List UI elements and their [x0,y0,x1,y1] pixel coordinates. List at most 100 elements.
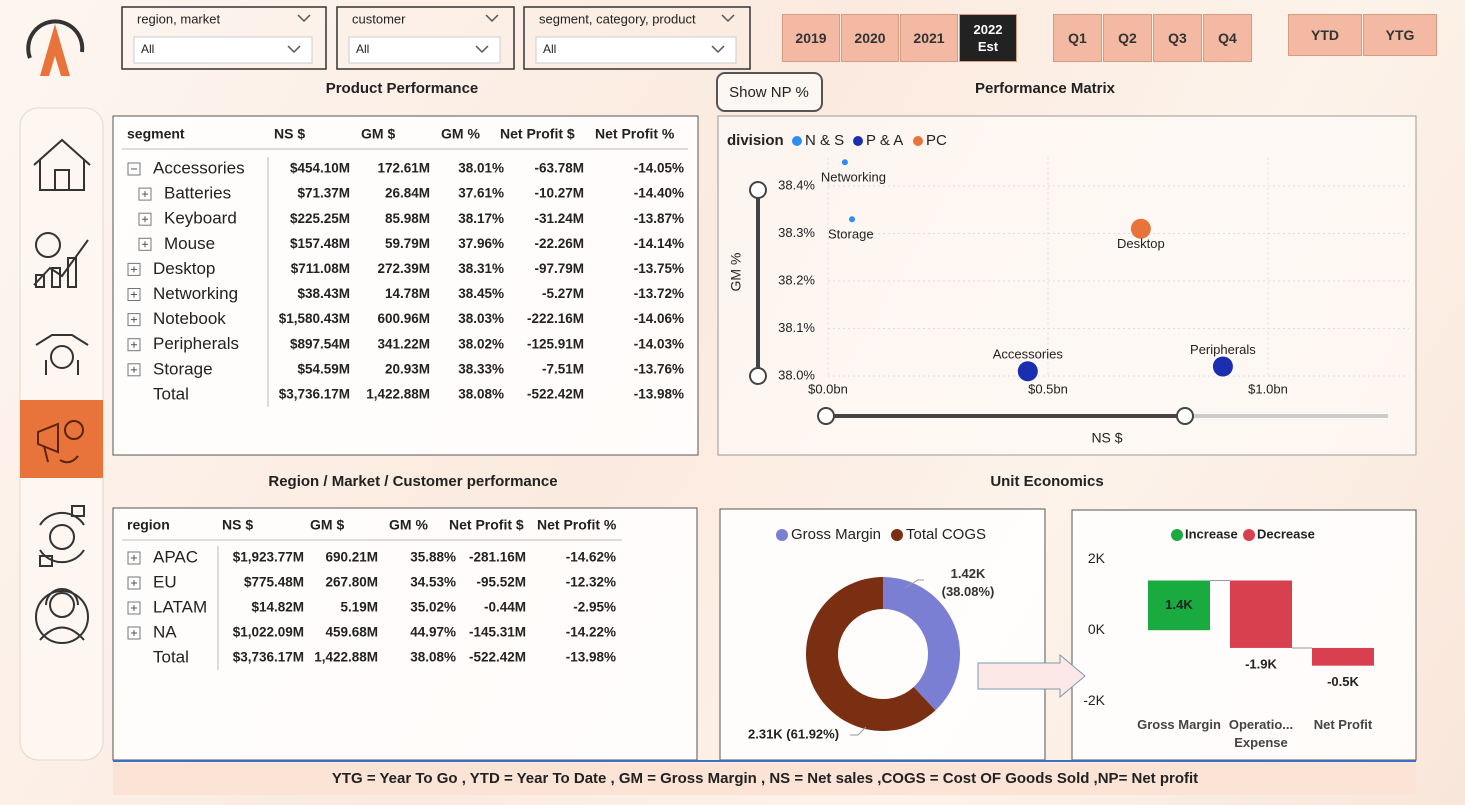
sidebar-active [20,400,103,478]
row-label: NA [153,622,177,641]
legend-label: Total COGS [906,526,986,543]
row-label: Accessories [153,158,245,177]
data-label: 1.42K (38.08%) [941,566,995,599]
cell: 272.39M [377,261,430,276]
y-slider[interactable] [749,181,767,385]
cell: 20.93M [385,361,430,376]
cell: 38.33% [458,361,504,376]
period-button[interactable]: 2022 Est [959,14,1017,62]
dropdown[interactable] [348,36,501,64]
data-label: -0.5K [1327,674,1359,689]
chevron[interactable] [297,14,311,23]
dropdown[interactable] [133,36,313,64]
support-icon[interactable] [35,588,89,644]
cell: $775.48M [244,575,304,590]
chevron[interactable] [287,45,301,54]
cell: 38.02% [458,336,504,351]
period-button[interactable]: Q2 [1103,14,1152,62]
logo [26,19,85,76]
footer-text: YTG = Year To Go , YTD = Year To Date , … [332,770,1198,787]
column-header: NS $ [274,126,305,142]
row-label: Mouse [164,234,215,253]
column-header: NS $ [222,517,253,533]
x-slider[interactable] [817,407,1388,425]
row-label: Batteries [164,184,231,203]
dropdown-value: All [356,42,369,56]
product-panel [112,115,699,456]
cell: $157.48M [290,236,350,251]
cell: $3,736.17M [233,650,304,665]
cell: 38.31% [458,261,504,276]
cell: 85.98M [385,211,430,226]
legend-label: P & A [866,132,903,149]
show-np-button[interactable] [716,72,823,112]
dropdown-value: All [141,42,154,56]
period-button[interactable]: Q1 [1053,14,1102,62]
cell: -14.22% [566,625,616,640]
period-button[interactable]: YTD [1288,14,1362,56]
column-header: Net Profit $ [500,126,575,142]
cell: -522.42M [527,386,584,401]
period-button[interactable]: Q3 [1153,14,1202,62]
chevron[interactable] [485,14,499,23]
cell: 5.19M [340,600,378,615]
chevron[interactable] [475,45,489,54]
cell: $54.59M [297,361,350,376]
cell: $897.54M [290,336,350,351]
leader-line [850,726,867,736]
cell: -14.40% [634,186,684,201]
y-tick-label: -2K [1083,692,1105,708]
period-button[interactable]: 2021 [900,14,958,62]
column-header: Net Profit $ [449,517,524,533]
point-label: Peripherals [1190,342,1256,357]
cell: 44.97% [410,625,456,640]
cell: $1,923.77M [233,550,304,565]
y-tick-label: 38.4% [778,177,815,192]
chevron[interactable] [721,14,735,23]
marketing-icon[interactable] [37,420,84,464]
row-label: Peripherals [153,334,239,353]
y-tick-label: 38.1% [778,320,815,335]
finance-icon[interactable] [33,232,89,288]
column-header: Net Profit % [595,126,675,142]
cell: 14.78M [385,286,430,301]
home-icon[interactable] [33,138,91,191]
legend-label: PC [926,132,947,149]
cell: 459.68M [325,625,378,640]
period-button[interactable]: YTG [1363,14,1437,56]
bar [1230,580,1292,648]
row-label: Total [153,384,189,403]
show-np-label[interactable]: Show NP % [729,84,809,101]
row-label: Storage [153,359,213,378]
row-label: Keyboard [164,209,237,228]
supply-icon[interactable] [39,505,85,567]
cell: -14.06% [634,311,684,326]
period-button[interactable]: 2019 [782,14,840,62]
deal-icon[interactable] [35,334,89,375]
x-tick-label: Gross Margin [1137,717,1221,732]
y-tick-label: 38.3% [778,225,815,240]
cell: -0.44M [484,600,526,615]
dropdown[interactable] [535,36,737,64]
cell: 1,422.88M [366,386,430,401]
cell: 26.84M [385,186,430,201]
period-button[interactable]: 2020 [841,14,899,62]
x-tick-label: $0.5bn [1028,381,1068,396]
bar [1312,647,1374,666]
cell: -14.03% [634,336,684,351]
cell: -7.51M [542,361,584,376]
period-button[interactable]: Q4 [1203,14,1252,62]
donut-slice [806,577,936,731]
column-header: region [127,517,170,533]
filter-box [121,6,327,70]
chevron[interactable] [711,45,725,54]
cell: 38.01% [458,161,504,176]
cell: 38.08% [410,650,456,665]
cell: 1,422.88M [314,650,378,665]
cell: $225.25M [290,211,350,226]
y-tick-label: 2K [1088,550,1106,566]
data-label: -1.9K [1245,656,1277,671]
column-header: segment [127,126,185,142]
cell: 37.96% [458,236,504,251]
